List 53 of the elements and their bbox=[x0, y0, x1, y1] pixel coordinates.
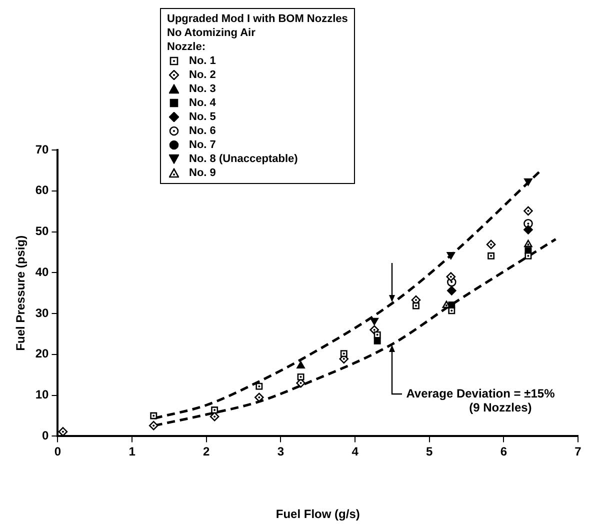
legend-label: No. 2 bbox=[189, 68, 216, 82]
legend-label: No. 1 bbox=[189, 54, 216, 68]
legend-label: No. 8 (Unacceptable) bbox=[189, 152, 298, 166]
x-tick-label: 2 bbox=[203, 444, 210, 459]
point bbox=[448, 307, 456, 314]
point bbox=[148, 420, 158, 430]
point bbox=[524, 178, 532, 186]
point bbox=[446, 252, 456, 260]
point bbox=[58, 427, 68, 436]
y-tick-label: 40 bbox=[35, 264, 50, 279]
point bbox=[524, 252, 532, 260]
point bbox=[297, 373, 304, 380]
y-tick-label: 30 bbox=[35, 306, 50, 320]
x-tick-label: 6 bbox=[500, 444, 508, 459]
legend-label: No. 6 bbox=[189, 124, 216, 138]
x-tick-label: 4 bbox=[352, 444, 359, 459]
point bbox=[254, 392, 264, 402]
point bbox=[374, 331, 381, 338]
y-tick-label: 10 bbox=[35, 388, 50, 402]
point bbox=[486, 240, 496, 250]
point bbox=[524, 240, 532, 248]
point bbox=[340, 350, 348, 358]
point bbox=[488, 252, 495, 260]
point bbox=[524, 206, 533, 216]
point bbox=[524, 225, 533, 234]
y-tick-label: 60 bbox=[35, 183, 50, 198]
point bbox=[296, 361, 305, 369]
x-tick-label: 0 bbox=[54, 444, 62, 459]
point bbox=[370, 318, 378, 326]
point bbox=[256, 382, 263, 390]
point bbox=[446, 272, 456, 282]
y-tick-label: 0 bbox=[42, 428, 50, 443]
legend-label: No. 4 bbox=[189, 96, 216, 110]
x-tick-label: 1 bbox=[128, 444, 136, 459]
legend-title: Upgraded Mod I with BOM Nozzles No Atomizing Air Nozzle: bbox=[167, 12, 348, 54]
point bbox=[374, 337, 381, 344]
legend-label: No. 9 bbox=[189, 166, 216, 180]
legend-label: No. 7 bbox=[189, 138, 216, 152]
x-tick-label: 7 bbox=[574, 444, 582, 459]
legend-label: No. 5 bbox=[189, 110, 216, 124]
point bbox=[412, 302, 420, 310]
y-tick-label: 50 bbox=[35, 224, 50, 238]
legend-label: No. 3 bbox=[189, 82, 216, 96]
point bbox=[150, 412, 158, 420]
y-axis-title: Fuel Pressure (psig) bbox=[14, 235, 28, 351]
annotation: Average Deviation = ±15% (9 Nozzles) bbox=[406, 386, 556, 415]
point bbox=[211, 406, 218, 414]
x-axis-title: Fuel Flow (g/s) bbox=[276, 507, 360, 522]
x-tick-label: 3 bbox=[277, 444, 284, 459]
y-tick-label: 20 bbox=[35, 346, 50, 361]
y-tick-label: 70 bbox=[35, 142, 50, 156]
x-tick-label: 5 bbox=[426, 444, 434, 459]
point bbox=[447, 286, 456, 296]
